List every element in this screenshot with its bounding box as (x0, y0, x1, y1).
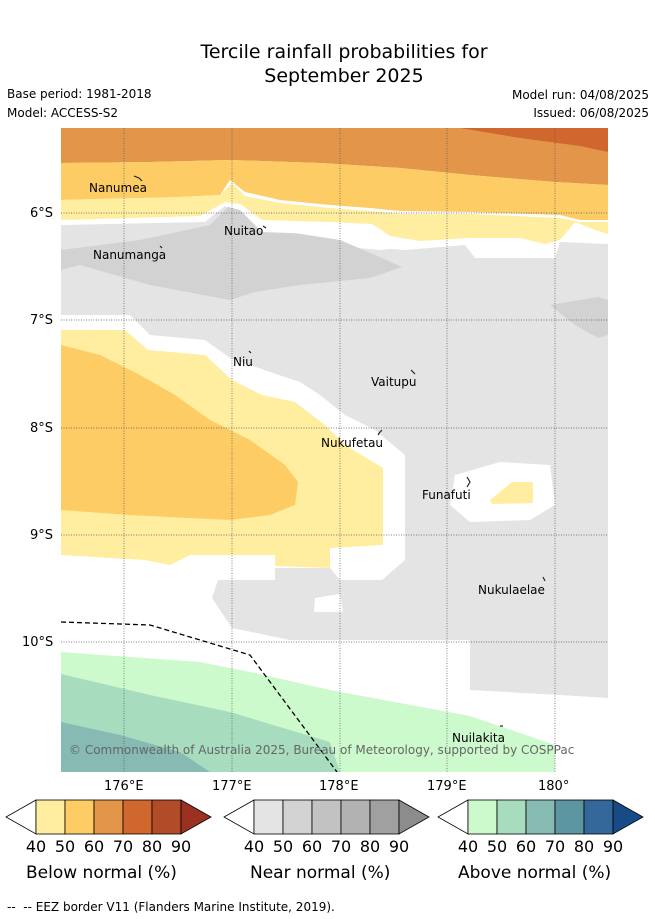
eez-legend-text: -- EEZ border V11 (Flanders Marine Insti… (23, 900, 335, 914)
colorbar-tick-label: 60 (515, 837, 537, 856)
lat-label-10s: 10°S (22, 635, 54, 650)
eez-border (61, 621, 338, 772)
colorbar-tick-label: 70 (330, 837, 352, 856)
colorbar-segment (525, 799, 556, 835)
island-nukufetau (377, 429, 383, 436)
model-run: Model run: 04/08/2025 (511, 88, 649, 102)
colorbar-segment (282, 799, 313, 835)
colorbar-tick-label: 90 (602, 837, 624, 856)
colorbar-above-normal-label: Above normal (%) (458, 863, 612, 883)
label-funafuti: Funafuti (422, 488, 471, 502)
label-nukulaelae: Nukulaelae (478, 583, 545, 597)
map-area (61, 128, 608, 772)
colorbar-tick-label: 50 (272, 837, 294, 856)
colorbars (5, 799, 644, 835)
island-funafuti (466, 476, 471, 488)
label-nanumanga: Nanumanga (93, 248, 167, 262)
lat-label-7s: 7°S (30, 313, 54, 328)
copyright-notice: © Commonwealth of Australia 2025, Bureau… (69, 743, 575, 757)
colorbar-tick-label: 60 (301, 837, 323, 856)
island-niu (248, 350, 252, 354)
eez-legend: -- -- EEZ border V11 (Flanders Marine In… (7, 900, 335, 914)
colorbar-segment (554, 799, 585, 835)
colorbar-segment (340, 799, 371, 835)
island-nanumea (133, 175, 143, 182)
colorbar-over-extend (180, 799, 212, 835)
label-nanumea: Nanumea (89, 181, 147, 195)
colorbar-tick-label: 80 (359, 837, 381, 856)
colorbar-under-extend (223, 799, 255, 835)
base-period: Base period: 1981-2018 (7, 87, 152, 101)
colorbar-segment (311, 799, 342, 835)
colorbar-tick-label: 50 (54, 837, 76, 856)
lat-label-9s: 9°S (30, 528, 54, 543)
lat-label-8s: 8°S (30, 421, 54, 436)
colorbar-tick-label: 40 (25, 837, 47, 856)
title-line-2: September 2025 (264, 65, 424, 87)
island-nanumanga (159, 245, 163, 249)
lat-label-6s: 6°S (30, 206, 54, 221)
colorbar-segment (369, 799, 400, 835)
colorbar-over-extend (612, 799, 644, 835)
colorbar-segment (583, 799, 614, 835)
below-normal-40-region-north (61, 183, 608, 244)
colorbar-tick-label: 50 (486, 837, 508, 856)
below-normal-60-region (61, 128, 608, 185)
colorbar-segment (93, 799, 124, 835)
below-normal-50-region-north (61, 160, 608, 220)
colorbar-segment (496, 799, 527, 835)
below-normal-40-region-funafuti (490, 482, 533, 504)
colorbar-segment (35, 799, 66, 835)
below-normal-50-region-central (61, 345, 298, 520)
colorbar-below-normal-label: Below normal (%) (26, 863, 177, 883)
colorbar-above-normal (437, 799, 644, 835)
colorbar-tick-label: 80 (141, 837, 163, 856)
colorbar-segment (253, 799, 284, 835)
islands (133, 175, 546, 727)
title-line-1: Tercile rainfall probabilities for (200, 41, 488, 63)
colorbar-over-extend (398, 799, 430, 835)
island-nukulaelae (542, 576, 546, 582)
colorbar-tick-label: 90 (170, 837, 192, 856)
issued-date: Issued: 06/08/2025 (533, 106, 649, 120)
lon-label-179e: 179°E (427, 779, 467, 794)
model-name: Model: ACCESS-S2 (7, 106, 119, 120)
colorbar-segment (122, 799, 153, 835)
colorbar-tick-label: 40 (457, 837, 479, 856)
colorbar-under-extend (437, 799, 469, 835)
colorbar-tick-label: 90 (388, 837, 410, 856)
label-nuitao: Nuitao (224, 224, 264, 238)
above-normal-60-region (61, 722, 210, 772)
colorbar-tick-label: 70 (112, 837, 134, 856)
colorbar-tick-label: 80 (573, 837, 595, 856)
graticule (61, 128, 608, 772)
colorbar-tick-label: 40 (243, 837, 265, 856)
colorbar-tick-label: 60 (83, 837, 105, 856)
label-vaitupu: Vaitupu (371, 375, 417, 389)
no-dominant-gap-mid (314, 594, 343, 612)
label-niu: Niu (233, 355, 253, 369)
near-normal-50-region-east (550, 297, 608, 338)
colorbar-near-normal (223, 799, 430, 835)
colorbar-tick-label: 70 (544, 837, 566, 856)
colorbar-segment (467, 799, 498, 835)
lon-label-180: 180° (538, 779, 570, 794)
colorbar-segment (151, 799, 182, 835)
below-normal-70-region (460, 128, 608, 152)
island-vaitupu (410, 369, 416, 375)
lon-label-176e: 176°E (104, 779, 144, 794)
colorbar-segment (64, 799, 95, 835)
label-nuilakita: Nuilakita (452, 731, 505, 745)
label-nukufetau: Nukufetau (321, 436, 384, 450)
colorbar-below-normal (5, 799, 212, 835)
colorbar-near-normal-label: Near normal (%) (250, 863, 391, 883)
near-normal-50-region-north (61, 200, 402, 300)
chart-title: Tercile rainfall probabilities for Septe… (0, 40, 655, 88)
island-nuitao (262, 225, 267, 229)
colorbar-under-extend (5, 799, 37, 835)
lon-label-177e: 177°E (212, 779, 252, 794)
lon-label-178e: 178°E (319, 779, 359, 794)
eez-legend-symbol: -- (7, 900, 24, 914)
